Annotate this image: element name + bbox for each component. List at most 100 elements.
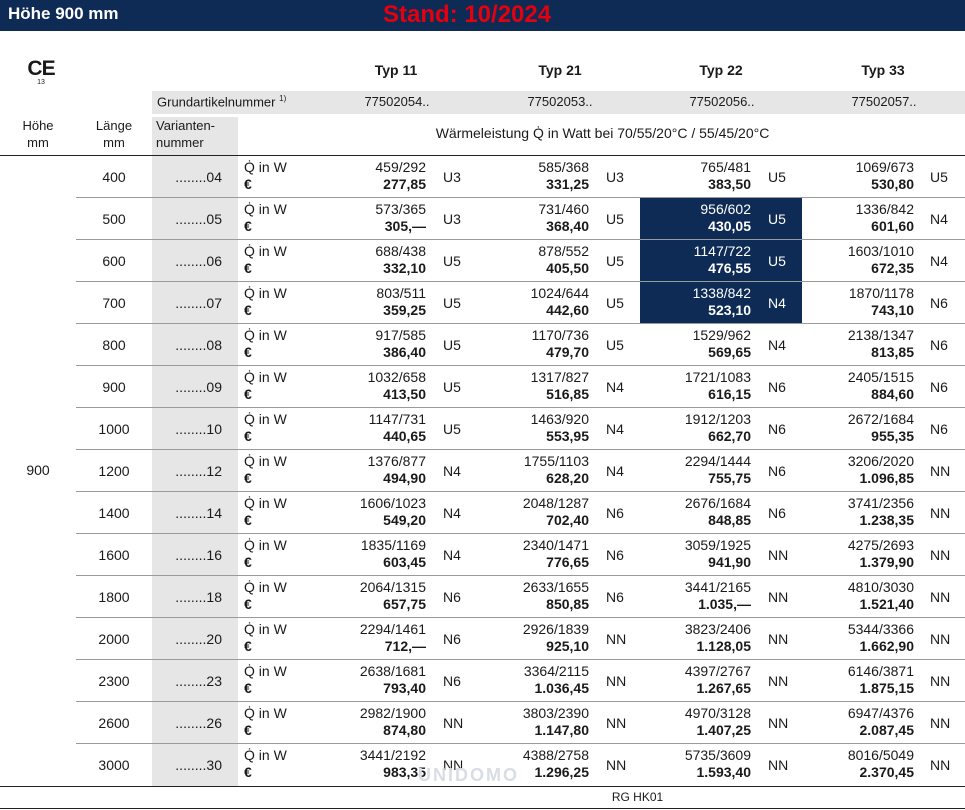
price-label: € — [244, 176, 252, 192]
heat-output-value: 8016/5049 — [847, 747, 914, 763]
packaging-class: N6 — [930, 295, 948, 311]
variant-cell: ........16 — [175, 547, 222, 563]
value-cell-typ11: 3441/2192 983,35 — [286, 747, 426, 781]
packaging-class: N6 — [768, 421, 786, 437]
row-unit-labels: Q̇ in W € — [244, 243, 287, 277]
price-value: 1.147,80 — [534, 722, 590, 738]
price-label: € — [244, 596, 252, 612]
price-label: € — [244, 638, 252, 654]
value-cell-typ11: 2064/1315 657,75 — [286, 579, 426, 613]
variant-cell: ........23 — [175, 673, 222, 689]
price-value: 386,40 — [383, 344, 426, 360]
type-header-22: Typ 22 — [699, 62, 743, 78]
page-title: Höhe 900 mm — [8, 4, 119, 23]
heat-output-value: 3206/2020 — [847, 453, 914, 469]
value-cell-typ21: 585/368 331,25 — [449, 159, 589, 193]
column-header-hoehe: Höhe mm — [22, 118, 54, 150]
price-value: 430,05 — [708, 218, 751, 234]
price-value: 523,10 — [708, 302, 751, 318]
heat-output-label: Q̇ in W — [244, 537, 287, 553]
length-cell: 2600 — [98, 715, 130, 731]
packaging-class: N6 — [443, 631, 461, 647]
packaging-class: N4 — [443, 505, 461, 521]
grundartikel-label: Grundartikelnummer 1) — [157, 94, 287, 110]
type-header-33: Typ 33 — [861, 62, 905, 78]
heat-output-value: 1529/962 — [692, 327, 751, 343]
length-cell: 1600 — [98, 547, 130, 563]
heat-output-value: 1336/842 — [855, 201, 914, 217]
value-cell-typ33: 6947/4376 2.087,45 — [774, 705, 914, 739]
price-value: 628,20 — [546, 470, 589, 486]
row-unit-labels: Q̇ in W € — [244, 747, 287, 781]
row-unit-labels: Q̇ in W € — [244, 495, 287, 529]
table-row: 2600 ........26 Q̇ in W €2982/1900 874,80 NN 3… — [0, 702, 965, 744]
highlight-cell — [640, 282, 802, 323]
table-row: 2000 ........20 Q̇ in W €2294/1461 712,— N6 29… — [0, 618, 965, 660]
packaging-class: NN — [930, 673, 951, 689]
heat-output-value: 2672/1684 — [847, 411, 914, 427]
heat-output-label: Q̇ in W — [244, 579, 287, 595]
table-row: 1000 ........10 Q̇ in W €1147/731 440,65 U5 14… — [0, 408, 965, 450]
value-cell-typ11: 917/585 386,40 — [286, 327, 426, 361]
value-cell-typ21: 731/460 368,40 — [449, 201, 589, 235]
price-value: 405,50 — [546, 260, 589, 276]
price-value: 848,85 — [708, 512, 751, 528]
packaging-class: N4 — [443, 463, 461, 479]
heat-output-value: 1147/722 — [693, 243, 751, 259]
price-value: 368,40 — [546, 218, 589, 234]
value-cell-typ22: 1912/1203 662,70 — [611, 411, 751, 445]
value-cell-typ33: 5344/3366 1.662,90 — [774, 621, 914, 655]
waermeleistung-header: Wärmeleistung Q̇ in Watt bei 70/55/20°C … — [435, 125, 770, 141]
packaging-class: N6 — [930, 421, 948, 437]
packaging-class: NN — [606, 631, 627, 647]
heat-output-value: 3059/1925 — [684, 537, 751, 553]
row-divider — [76, 407, 965, 408]
price-value: 1.238,35 — [859, 512, 915, 528]
price-value: 305,— — [384, 218, 426, 234]
price-value: 662,70 — [708, 428, 751, 444]
value-cell-typ22: 1147/722 476,55 — [611, 243, 751, 277]
heat-output-value: 1835/1169 — [360, 537, 426, 553]
heat-output-value: 2294/1461 — [359, 621, 426, 637]
heat-output-value: 3441/2165 — [684, 579, 751, 595]
packaging-class: U5 — [443, 379, 461, 395]
heat-output-label: Q̇ in W — [244, 201, 287, 217]
table-row: 3000 ........30 Q̇ in W €3441/2192 983,35 NN 4… — [0, 744, 965, 786]
packaging-class: NN — [930, 757, 951, 773]
row-divider — [76, 533, 965, 534]
value-cell-typ21: 3364/2115 1.036,45 — [449, 663, 589, 697]
row-divider — [76, 659, 965, 660]
row-unit-labels: Q̇ in W € — [244, 411, 287, 445]
packaging-class: U5 — [768, 253, 786, 269]
price-value: 1.593,40 — [696, 764, 752, 780]
price-value: 1.875,15 — [859, 680, 915, 696]
table-row: 1600 ........16 Q̇ in W €1835/1169 603,45 N4 2… — [0, 534, 965, 576]
column-header-laenge: Länge mm — [95, 118, 133, 150]
column-header-variante: Varianten-nummer — [156, 118, 216, 150]
grundartikel-row — [152, 91, 965, 114]
packaging-class: U5 — [606, 211, 624, 227]
footer-rule — [0, 808, 965, 809]
packaging-class: NN — [768, 673, 789, 689]
row-unit-labels: Q̇ in W € — [244, 453, 287, 487]
table-row: 900 ........09 Q̇ in W €1032/658 413,50 U5 131… — [0, 366, 965, 408]
row-unit-labels: Q̇ in W € — [244, 537, 287, 571]
packaging-class: NN — [768, 631, 789, 647]
packaging-class: N4 — [443, 547, 461, 563]
row-unit-labels: Q̇ in W € — [244, 579, 287, 613]
heat-output-value: 731/460 — [538, 201, 589, 217]
packaging-class: N6 — [768, 379, 786, 395]
packaging-class: NN — [443, 715, 464, 731]
packaging-class: NN — [930, 715, 951, 731]
value-cell-typ33: 3741/2356 1.238,35 — [774, 495, 914, 529]
price-value: 331,25 — [546, 176, 589, 192]
heat-output-value: 803/511 — [376, 285, 426, 301]
price-value: 850,85 — [546, 596, 589, 612]
packaging-class: N6 — [443, 589, 461, 605]
packaging-class: NN — [930, 463, 951, 479]
value-cell-typ22: 1529/962 569,65 — [611, 327, 751, 361]
grundartikel-typ21: 77502053.. — [527, 94, 593, 109]
row-divider — [76, 491, 965, 492]
value-cell-typ22: 2676/1684 848,85 — [611, 495, 751, 529]
heat-output-value: 459/292 — [375, 159, 426, 175]
